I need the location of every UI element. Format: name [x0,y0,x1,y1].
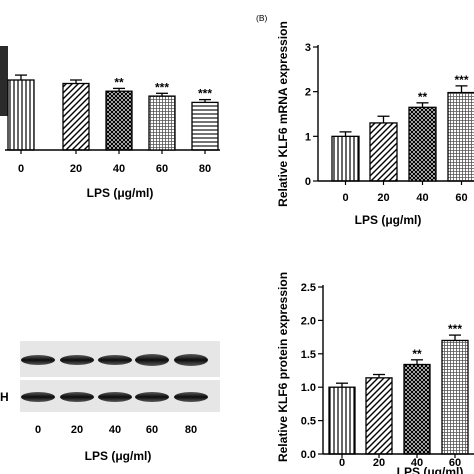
blot-band-top [98,355,132,365]
panel-d-significance-label: ** [412,347,422,361]
panel-a-x-tick-label: 20 [70,163,82,175]
panel-a-significance-label: ** [114,75,124,89]
panel-b-x-tick-label: 60 [455,192,467,204]
panel-b-bar [447,91,474,182]
panel-d-x-axis-label: LPS (μg/ml) [397,465,464,474]
panel-a-x-tick-label: 60 [156,163,168,175]
blot-band-top [21,355,55,365]
panel-a-x-axis-label: LPS (μg/ml) [87,186,154,200]
panel-d-x-tick-label: 40 [411,457,423,469]
blot-lane-label: 0 [35,424,41,436]
panel-a-bar [7,79,35,151]
panel-a-significance-label: *** [155,80,169,94]
panel-b-y-tick-label: 2 [305,87,311,99]
blot-band-top [60,355,94,365]
panel-b-bar [331,135,360,182]
panel-d-bar [328,386,356,455]
panel-a-x-tick-label: 0 [18,163,24,175]
panel-b-bar [369,122,398,182]
panel-b-x-axis-label: LPS (μg/ml) [355,213,422,227]
panel-d-bar [365,377,393,455]
panel-a-significance-label: *** [198,87,212,101]
panel-d-y-tick-label: 1.5 [301,349,316,361]
panel-d-y-tick-label: 2.0 [301,315,316,327]
blot-band-top [135,354,169,366]
blot-band-bottom [135,392,169,402]
panel-d-y-tick-label: 1.0 [301,382,316,394]
panel-b-x-tick-label: 40 [416,192,428,204]
panel-a-bar [191,101,219,151]
panel-b-y-axis-label: Relative KLF6 mRNA expression [276,21,290,207]
panel-b-significance-label: *** [454,73,468,87]
blot-band-bottom [174,392,208,402]
blot-row-label-partial: H [0,390,9,404]
blot-x-axis-label: LPS (μg/ml) [85,449,152,463]
panel-b-significance-label: ** [418,90,428,104]
blot-lane-label: 80 [185,424,197,436]
panel-d-bar [403,363,431,455]
panel-b-y-tick-label: 0 [305,176,311,188]
panel-d-x-tick-label: 60 [449,457,461,469]
panel-b-bar [408,106,437,182]
panel-a-bar-chart: 0 20 ** 40 *** 60 *** 80 LPS (μg/ml) [5,74,220,200]
panel-d-y-tick-label: 0.0 [301,449,316,461]
blot-band-top [174,354,208,366]
panel-d-significance-label: *** [448,322,462,336]
panel-a-x-tick-label: 80 [199,163,211,175]
blot-lane-label: 60 [146,424,158,436]
panel-a-bar [148,95,176,151]
western-blot: H 0 20 40 60 80 LPS (μg/ml) [0,341,220,463]
panel-d-x-tick-label: 0 [339,457,345,469]
panel-b-x-tick-label: 20 [377,192,389,204]
panel-b-y-tick-label: 1 [305,131,311,143]
panel-b-bar-chart: 0 1 2 3 Relative KLF6 mRNA expression 0 20 ** 40… [276,21,474,227]
blot-band-bottom [21,392,55,402]
panel-b-y-tick-label: 3 [305,42,311,54]
panel-d-bar-chart: 0.0 0.5 1.0 1.5 2.0 2.5 Relative KLF6 protein … [276,272,474,474]
blot-band-bottom [98,392,132,402]
panel-d-bar [441,339,469,455]
panel-d-y-tick-label: 0.5 [301,416,316,428]
panel-a-bar [105,90,133,151]
panel-d-y-axis-label: Relative KLF6 protein expression [276,272,290,462]
panel-b-x-tick-label: 0 [342,192,348,204]
blot-lane-label: 40 [109,424,121,436]
panel-a-left-edge-bar [0,46,8,116]
panel-a-bar [62,82,90,151]
blot-lane-label: 20 [71,424,83,436]
blot-band-bottom [60,392,94,402]
panel-d-x-tick-label: 20 [373,457,385,469]
panel-a-x-tick-label: 40 [113,163,125,175]
panel-d-y-tick-label: 2.5 [301,282,316,294]
panel-b-label: (B) [256,13,268,23]
